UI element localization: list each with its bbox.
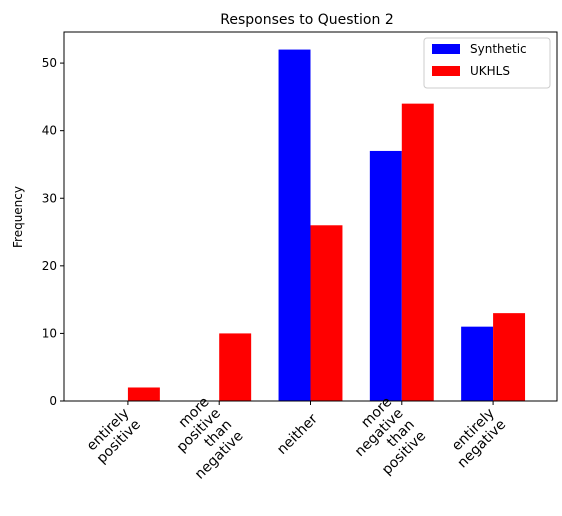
y-axis: 0 10 20 30 40 50 [42,56,64,408]
bar-ukhls-0 [127,387,160,401]
bar-synthetic-2 [278,49,311,401]
bars-layer [127,49,526,401]
bar-synthetic-4 [461,326,494,401]
y-tick-label: 50 [42,56,57,70]
legend-label-synthetic: Synthetic [470,42,527,56]
bar-ukhls-3 [401,103,434,401]
bar-ukhls-1 [219,333,252,401]
legend-swatch-ukhls [432,66,460,76]
x-tick-label-line: neither [274,411,321,458]
legend-label-ukhls: UKHLS [470,64,510,78]
chart-title: Responses to Question 2 [220,12,393,28]
bar-ukhls-2 [310,225,343,401]
y-tick-label: 0 [49,394,57,408]
y-tick-label: 10 [42,326,57,340]
x-tick-label: neither [274,411,321,458]
y-axis-label: Frequency [11,186,25,248]
legend-swatch-synthetic [432,44,460,54]
legend: Synthetic UKHLS [423,37,551,89]
bar-ukhls-4 [493,313,526,401]
y-tick-label: 40 [42,124,57,138]
bar-synthetic-3 [369,150,402,401]
y-tick-label: 20 [42,259,57,273]
y-tick-label: 30 [42,191,57,205]
